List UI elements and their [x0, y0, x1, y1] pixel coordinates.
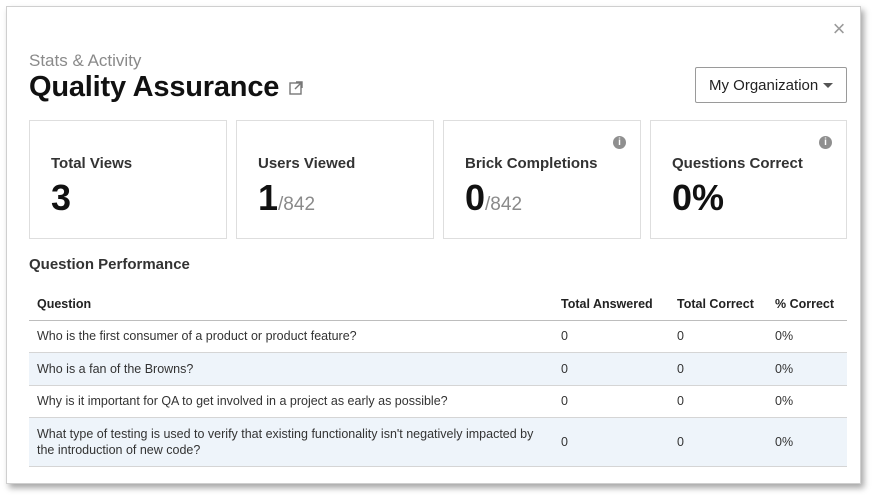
modal-subtitle: Stats & Activity [29, 51, 142, 70]
cell-total-correct: 0 [669, 385, 767, 418]
cell-question: What type of testing is used to verify t… [29, 417, 553, 467]
cell-total-correct: 0 [669, 352, 767, 386]
stat-value: 3 [51, 177, 72, 218]
cell-percent-correct: 0% [767, 320, 847, 353]
page-title: Quality Assurance [29, 71, 280, 103]
cell-question: Who is the first consumer of a product o… [29, 320, 553, 353]
table-header-row: Question Total Answered Total Correct % … [29, 289, 847, 321]
close-icon[interactable]: × [832, 16, 846, 41]
cell-total-correct: 0 [669, 320, 767, 353]
cell-percent-correct: 0% [767, 385, 847, 418]
stat-value: 0/842 [465, 177, 523, 218]
stat-label: Users Viewed [258, 155, 356, 172]
cell-total-answered: 0 [553, 417, 669, 467]
organization-select-value: My Organization [709, 76, 819, 94]
info-icon[interactable]: i [819, 136, 832, 149]
column-header-total-answered: Total Answered [553, 289, 669, 321]
cell-question: Why is it important for QA to get involv… [29, 385, 553, 418]
stat-label: Total Views [51, 155, 133, 172]
stat-value: 0% [672, 177, 725, 218]
cell-total-answered: 0 [553, 320, 669, 353]
cell-total-correct: 0 [669, 417, 767, 467]
stat-card-brick-completions: i Brick Completions 0/842 [443, 120, 641, 239]
external-link-icon[interactable] [289, 80, 303, 95]
stat-denominator: /842 [278, 194, 316, 215]
caret-down-icon [823, 83, 833, 88]
table-row: What type of testing is used to verify t… [29, 417, 847, 467]
stat-label: Brick Completions [465, 155, 598, 172]
question-performance-table: Question Total Answered Total Correct % … [29, 289, 847, 467]
table-row: Who is the first consumer of a product o… [29, 320, 847, 353]
cell-total-answered: 0 [553, 352, 669, 386]
section-title-question-performance: Question Performance [29, 256, 190, 273]
stat-label: Questions Correct [672, 155, 803, 172]
cell-total-answered: 0 [553, 385, 669, 418]
stat-denominator: /842 [485, 194, 523, 215]
table-row: Why is it important for QA to get involv… [29, 385, 847, 418]
cell-percent-correct: 0% [767, 417, 847, 467]
info-icon[interactable]: i [613, 136, 626, 149]
column-header-percent-correct: % Correct [767, 289, 847, 321]
organization-select[interactable]: My Organization [695, 67, 847, 103]
table-row: Who is a fan of the Browns? 0 0 0% [29, 352, 847, 386]
cell-question: Who is a fan of the Browns? [29, 352, 553, 386]
stat-value: 1/842 [258, 177, 316, 218]
stat-card-total-views: Total Views 3 [29, 120, 227, 239]
stats-modal: × Stats & Activity Quality Assurance My … [6, 6, 861, 484]
column-header-total-correct: Total Correct [669, 289, 767, 321]
title-row: Quality Assurance [29, 71, 303, 104]
stat-card-users-viewed: Users Viewed 1/842 [236, 120, 434, 239]
column-header-question: Question [29, 289, 553, 321]
stat-card-questions-correct: i Questions Correct 0% [650, 120, 847, 239]
cell-percent-correct: 0% [767, 352, 847, 386]
